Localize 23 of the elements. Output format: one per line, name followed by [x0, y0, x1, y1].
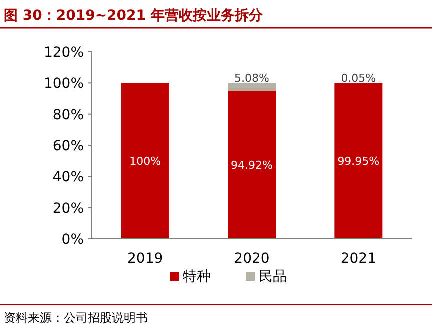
y-tick-label: 100%	[44, 76, 84, 92]
y-tick-label: 20%	[52, 200, 84, 217]
y-tick-label: 60%	[52, 138, 84, 154]
legend-label: 民品	[259, 269, 287, 285]
text: 资料来源：公司招股说明书	[4, 311, 148, 325]
data-label: 99.95%	[338, 155, 380, 168]
x-tick-label: 2019	[128, 251, 164, 267]
legend-label: 特种	[183, 269, 211, 285]
bar	[121, 83, 170, 239]
bar	[228, 91, 276, 239]
data-label: 5.08%	[234, 72, 270, 86]
y-tick-label: 0%	[62, 232, 84, 248]
data-label: 0.05%	[341, 72, 376, 86]
x-tick-label: 2021	[340, 251, 376, 267]
y-tick-label: 40%	[52, 170, 84, 186]
x-tick-label: 2020	[234, 251, 270, 267]
chart-title: 图 30：2019~2021 年营收按业务拆分	[4, 8, 264, 24]
data-label: 94.92%	[231, 159, 273, 172]
y-tick-label: 80%	[52, 107, 84, 124]
bar	[334, 83, 383, 239]
data-label: 100%	[130, 155, 162, 168]
y-tick-label: 120%	[44, 45, 84, 61]
bar	[228, 83, 276, 92]
